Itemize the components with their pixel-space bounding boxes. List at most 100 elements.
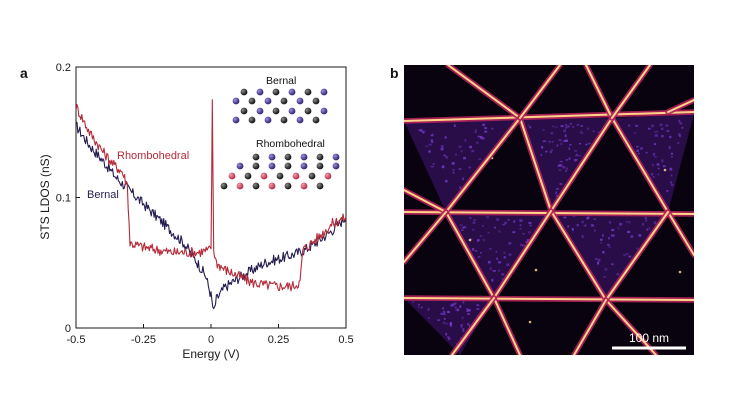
speckle	[463, 226, 467, 229]
stacking-domain	[446, 211, 551, 298]
speckle	[480, 252, 482, 254]
speckle	[597, 261, 600, 265]
speckle	[508, 242, 512, 245]
speckle	[678, 119, 681, 123]
speckle	[578, 154, 582, 157]
speckle	[587, 216, 589, 219]
speckle	[491, 278, 494, 282]
speckle	[552, 125, 555, 128]
speckle	[560, 125, 564, 128]
atom	[220, 182, 228, 190]
speckle	[559, 160, 563, 163]
speckle	[569, 122, 573, 125]
sts-ldos-chart: -0.5 -0.25 0 0.25 0.5 0 0.1 0.2 Energy (V) STS …	[38, 62, 354, 361]
speckle	[455, 308, 459, 311]
speckle	[440, 145, 444, 148]
speckle	[585, 143, 588, 146]
speckle	[468, 166, 472, 169]
speckle	[460, 150, 463, 153]
speckle	[565, 139, 568, 143]
domain-wall-core	[404, 211, 447, 263]
speckle	[562, 166, 566, 169]
speckle	[473, 219, 476, 221]
speckle	[652, 176, 655, 178]
speckle	[468, 308, 471, 312]
speckle	[440, 312, 443, 315]
speckle	[638, 152, 640, 155]
speckle	[625, 221, 628, 223]
speckle	[540, 154, 543, 156]
speckle	[476, 304, 480, 307]
speckle	[587, 127, 590, 131]
stacking-inset: Bernal Rhombohedral	[220, 75, 340, 190]
atom	[296, 97, 304, 105]
series-label-bernal: Bernal	[87, 189, 119, 201]
atom	[256, 88, 264, 96]
y-axis-title: STS LDOS (nS)	[38, 154, 52, 239]
speckle	[432, 163, 435, 165]
atom	[260, 172, 268, 180]
speckle	[620, 223, 623, 226]
speckle	[484, 127, 488, 129]
speckle	[679, 134, 681, 138]
speckle	[513, 220, 516, 223]
atom	[240, 88, 248, 96]
stacking-domain	[551, 211, 668, 300]
x-tick-label: 0.25	[268, 334, 289, 346]
speckle	[467, 322, 470, 326]
atom	[236, 182, 244, 190]
speckle	[542, 140, 546, 143]
speckle	[487, 231, 490, 234]
speckle	[453, 124, 456, 127]
x-tick-label: 0.5	[338, 334, 353, 346]
speckle	[560, 164, 563, 167]
speckle	[587, 142, 591, 145]
domain-wall-core	[667, 211, 694, 256]
speckle	[572, 215, 576, 218]
bernal-stacking-atoms	[232, 88, 328, 124]
speckle	[507, 219, 510, 221]
speckle	[563, 140, 566, 142]
domain-wall-core	[445, 211, 495, 299]
x-axis-title: Energy (V)	[182, 347, 239, 361]
speckle	[445, 332, 448, 336]
speckle	[501, 278, 505, 280]
speckle	[462, 330, 465, 333]
speckle	[551, 141, 554, 143]
speckle	[452, 168, 455, 171]
speckle	[430, 139, 433, 142]
atom	[300, 182, 308, 190]
speckle	[442, 310, 446, 314]
speckle	[503, 256, 507, 259]
speckle	[660, 127, 664, 130]
speckle	[437, 319, 440, 321]
speckle	[574, 150, 577, 152]
speckle	[467, 313, 470, 316]
stacking-domain	[612, 114, 694, 212]
atom	[256, 107, 264, 115]
speckle	[569, 143, 572, 146]
speckle	[411, 301, 415, 303]
speckle	[612, 234, 616, 237]
speckle	[628, 255, 632, 258]
stacking-domain	[404, 298, 494, 355]
speckle	[470, 238, 473, 240]
speckle	[656, 163, 660, 166]
speckle	[565, 159, 569, 161]
speckle	[568, 157, 571, 160]
speckle	[428, 143, 432, 146]
speckle	[558, 164, 561, 167]
speckle	[502, 223, 506, 226]
speckle	[471, 228, 475, 231]
domain-walls	[404, 65, 694, 355]
speckle	[496, 257, 499, 260]
speckle	[557, 165, 560, 167]
speckle	[519, 224, 522, 227]
atom	[232, 97, 240, 105]
speckle	[618, 222, 622, 225]
domain-wall-core	[585, 65, 613, 119]
domain-wall-core	[451, 297, 495, 355]
speckle	[559, 183, 563, 185]
speckle	[654, 131, 657, 133]
atom	[240, 107, 248, 115]
